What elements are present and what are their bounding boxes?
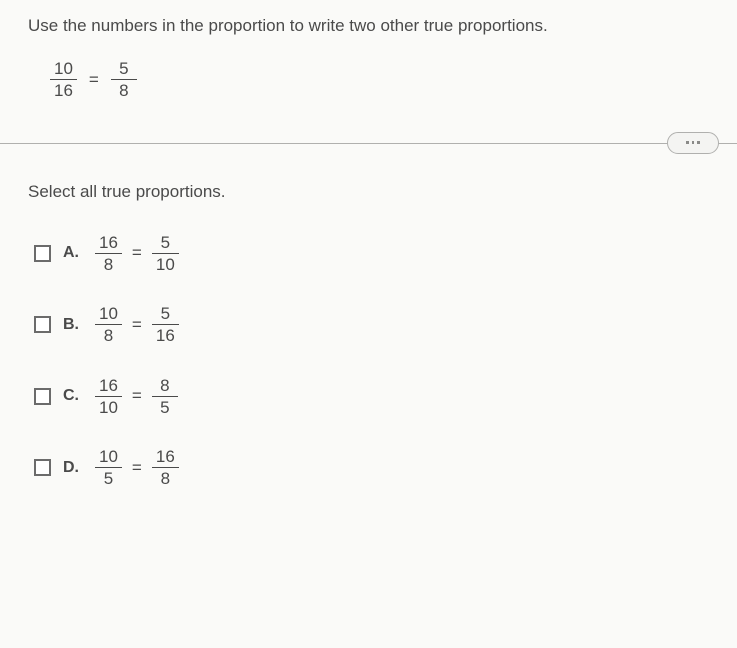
given-right-numerator: 5	[115, 58, 132, 79]
section-divider	[0, 143, 737, 144]
option-d: D. 10 5 = 16 8	[34, 446, 709, 490]
option-a: A. 16 8 = 5 10	[34, 232, 709, 276]
given-left-fraction: 10 16	[50, 58, 77, 102]
option-letter: A.	[63, 244, 83, 262]
numerator: 10	[95, 303, 122, 324]
denominator: 5	[100, 468, 117, 489]
option-c: C. 16 10 = 8 5	[34, 375, 709, 419]
select-prompt: Select all true proportions.	[28, 182, 709, 202]
denominator: 8	[100, 325, 117, 346]
option-left-fraction: 10 8	[95, 303, 122, 347]
checkbox-c[interactable]	[34, 388, 51, 405]
denominator: 16	[152, 325, 179, 346]
ellipsis-dot-icon	[686, 141, 689, 144]
equals-sign: =	[85, 70, 103, 90]
numerator: 8	[156, 375, 173, 396]
numerator: 5	[157, 232, 174, 253]
question-prompt: Use the numbers in the proportion to wri…	[28, 16, 709, 36]
denominator: 10	[152, 254, 179, 275]
numerator: 16	[152, 446, 179, 467]
numerator: 16	[95, 375, 122, 396]
option-equation: 10 8 = 5 16	[95, 303, 179, 347]
option-letter: B.	[63, 316, 83, 334]
option-left-fraction: 10 5	[95, 446, 122, 490]
more-button[interactable]	[667, 132, 719, 154]
option-right-fraction: 8 5	[152, 375, 178, 419]
equals-sign: =	[128, 315, 146, 335]
option-left-fraction: 16 10	[95, 375, 122, 419]
option-left-fraction: 16 8	[95, 232, 122, 276]
divider-row	[28, 132, 709, 154]
option-right-fraction: 16 8	[152, 446, 179, 490]
equals-sign: =	[128, 243, 146, 263]
option-equation: 16 8 = 5 10	[95, 232, 179, 276]
numerator: 16	[95, 232, 122, 253]
option-b: B. 10 8 = 5 16	[34, 303, 709, 347]
numerator: 5	[157, 303, 174, 324]
ellipsis-dot-icon	[692, 141, 695, 144]
denominator: 8	[157, 468, 174, 489]
equals-sign: =	[128, 386, 146, 406]
numerator: 10	[95, 446, 122, 467]
checkbox-a[interactable]	[34, 245, 51, 262]
given-left-denominator: 16	[50, 80, 77, 101]
denominator: 8	[100, 254, 117, 275]
option-letter: C.	[63, 387, 83, 405]
given-right-fraction: 5 8	[111, 58, 137, 102]
option-right-fraction: 5 10	[152, 232, 179, 276]
option-letter: D.	[63, 459, 83, 477]
given-proportion: 10 16 = 5 8	[50, 58, 709, 102]
equals-sign: =	[128, 458, 146, 478]
denominator: 5	[156, 397, 173, 418]
option-equation: 16 10 = 8 5	[95, 375, 178, 419]
given-left-numerator: 10	[50, 58, 77, 79]
option-right-fraction: 5 16	[152, 303, 179, 347]
option-equation: 10 5 = 16 8	[95, 446, 179, 490]
denominator: 10	[95, 397, 122, 418]
options-list: A. 16 8 = 5 10 B. 10 8 =	[34, 232, 709, 490]
given-right-denominator: 8	[115, 80, 132, 101]
checkbox-d[interactable]	[34, 459, 51, 476]
ellipsis-dot-icon	[697, 141, 700, 144]
checkbox-b[interactable]	[34, 316, 51, 333]
